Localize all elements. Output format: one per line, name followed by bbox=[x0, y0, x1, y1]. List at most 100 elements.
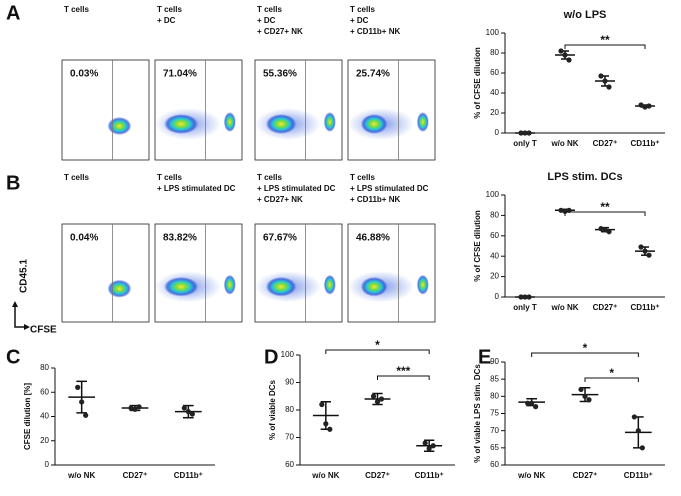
flow-condition-label: T cells bbox=[257, 5, 282, 14]
data-point bbox=[602, 78, 608, 84]
data-point bbox=[635, 428, 641, 434]
x-tick-label: CD27⁺ bbox=[593, 139, 618, 148]
data-point bbox=[79, 399, 85, 405]
data-point bbox=[558, 207, 564, 213]
x-tick-label: only T bbox=[513, 139, 537, 148]
gate-percentage: 46.88% bbox=[356, 233, 390, 244]
significance-label: *** bbox=[396, 364, 410, 378]
significance-bracket bbox=[531, 352, 639, 357]
data-point bbox=[525, 400, 531, 406]
x-tick-label: CD27⁺ bbox=[573, 471, 598, 480]
flow-x-axis-label: CFSE bbox=[30, 325, 57, 336]
significance-bracket bbox=[564, 44, 646, 49]
density-blob bbox=[416, 112, 429, 132]
y-tick-label: 40 bbox=[40, 412, 49, 421]
x-tick-label: CD27⁺ bbox=[123, 471, 148, 480]
data-point bbox=[370, 393, 377, 399]
x-tick-label: CD11b⁺ bbox=[415, 471, 444, 480]
data-point bbox=[518, 294, 524, 300]
x-tick-label: w/o NK bbox=[67, 471, 95, 480]
flow-condition-label: T cells bbox=[350, 173, 375, 182]
density-blob bbox=[360, 276, 388, 297]
data-point bbox=[518, 130, 524, 136]
data-point bbox=[642, 104, 648, 110]
flow-condition-label: + CD11b+ NK bbox=[350, 27, 400, 36]
flow-condition-label: T cells bbox=[257, 173, 282, 182]
density-blob bbox=[107, 117, 132, 135]
x-tick-label: CD11b⁺ bbox=[174, 471, 203, 480]
flow-condition-label: T cells bbox=[157, 5, 182, 14]
data-point bbox=[529, 400, 535, 406]
y-tick-label: 60 bbox=[490, 68, 499, 77]
y-tick-label: 100 bbox=[486, 28, 500, 37]
x-tick-label: w/o NK bbox=[550, 303, 578, 312]
data-point bbox=[598, 226, 604, 232]
flow-condition-label: + CD11b+ NK bbox=[350, 195, 400, 204]
data-point bbox=[638, 102, 644, 108]
y-tick-label: 80 bbox=[490, 48, 499, 57]
data-point bbox=[602, 227, 608, 233]
y-tick-label: 20 bbox=[490, 272, 499, 281]
panel-letter: A bbox=[6, 2, 20, 24]
y-tick-label: 0 bbox=[45, 460, 50, 469]
flow-condition-label: T cells bbox=[157, 173, 182, 182]
data-point bbox=[586, 397, 592, 403]
gate-percentage: 71.04% bbox=[163, 69, 197, 80]
y-tick-label: 85 bbox=[490, 374, 499, 383]
data-point bbox=[181, 405, 187, 411]
y-tick-label: 0 bbox=[495, 292, 500, 301]
panel-letter: E bbox=[478, 346, 491, 368]
y-tick-label: 80 bbox=[285, 405, 294, 414]
data-point bbox=[646, 103, 652, 109]
data-point bbox=[606, 84, 612, 90]
significance-label: * bbox=[375, 338, 380, 352]
significance-label: * bbox=[609, 366, 614, 380]
data-point bbox=[642, 248, 648, 254]
data-point bbox=[374, 399, 381, 405]
flow-condition-label: T cells bbox=[64, 173, 89, 182]
x-tick-label: w/o NK bbox=[311, 471, 339, 480]
data-point bbox=[323, 421, 329, 427]
y-tick-label: 100 bbox=[486, 190, 500, 199]
density-blob bbox=[265, 114, 297, 134]
panel-letter: D bbox=[264, 346, 278, 368]
gate-percentage: 0.04% bbox=[70, 233, 98, 244]
data-point bbox=[426, 445, 432, 452]
data-point bbox=[526, 130, 532, 136]
data-point bbox=[83, 412, 89, 418]
data-point bbox=[132, 406, 138, 412]
y-axis-label: % of viable DCs bbox=[268, 379, 277, 440]
density-blob bbox=[223, 274, 236, 295]
gate-percentage: 67.67% bbox=[263, 233, 297, 244]
y-tick-label: 60 bbox=[285, 460, 294, 469]
significance-label: * bbox=[583, 341, 588, 355]
y-axis-label: % of CFSE dilution bbox=[473, 210, 482, 282]
y-tick-label: 90 bbox=[490, 357, 499, 366]
gate-percentage: 0.03% bbox=[70, 69, 98, 80]
data-point bbox=[136, 404, 142, 410]
density-blob bbox=[323, 112, 336, 132]
data-point bbox=[598, 73, 604, 79]
y-tick-label: 65 bbox=[490, 443, 499, 452]
y-tick-label: 75 bbox=[490, 409, 499, 418]
data-point bbox=[606, 229, 612, 235]
data-point bbox=[639, 445, 645, 451]
chart-title: w/o LPS bbox=[563, 9, 607, 21]
density-blob bbox=[265, 276, 297, 297]
flow-condition-label: T cells bbox=[350, 5, 375, 14]
axis-arrow bbox=[14, 304, 27, 328]
significance-bracket bbox=[377, 375, 430, 380]
arrow-head bbox=[12, 301, 30, 330]
y-tick-label: 80 bbox=[490, 391, 499, 400]
data-point bbox=[422, 440, 428, 446]
flow-condition-label: + LPS stimulated DC bbox=[257, 184, 336, 193]
density-blob bbox=[360, 114, 388, 134]
data-point bbox=[646, 252, 652, 258]
x-tick-label: w/o NK bbox=[517, 471, 545, 480]
flow-condition-label: T cells bbox=[64, 5, 89, 14]
density-blob bbox=[163, 114, 199, 134]
data-point bbox=[189, 411, 195, 417]
x-tick-label: CD27⁺ bbox=[593, 303, 618, 312]
y-tick-label: 60 bbox=[490, 460, 499, 469]
